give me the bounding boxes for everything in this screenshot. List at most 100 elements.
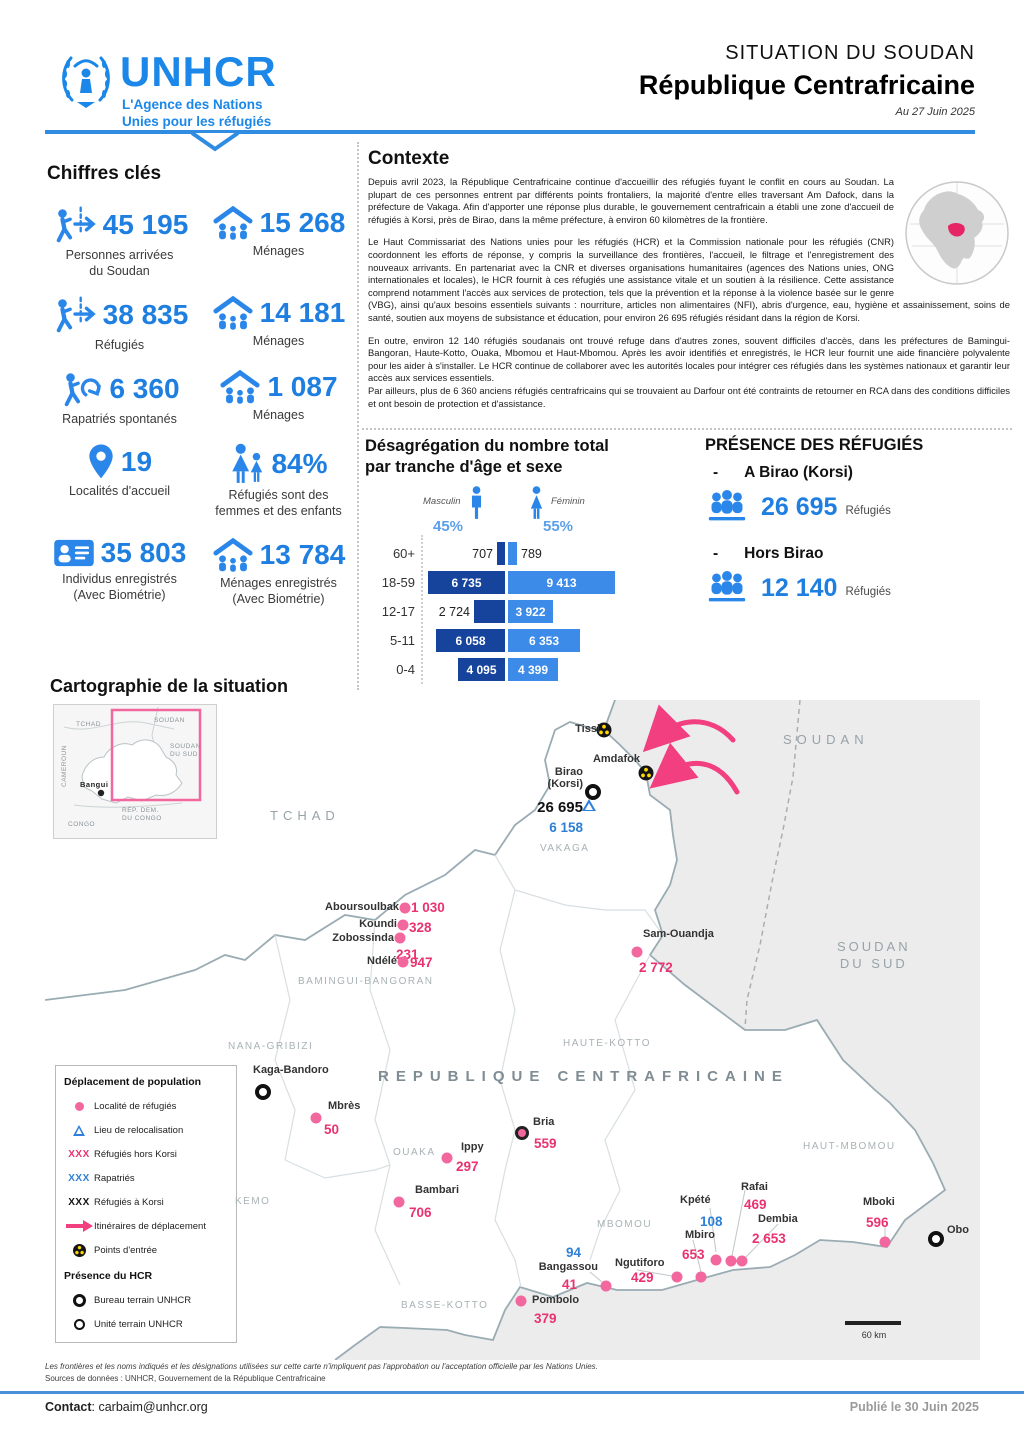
figure-localities: 19 Localités d'accueil	[40, 443, 199, 519]
legend-item: XXX Rapatriés	[64, 1166, 228, 1190]
region-label-kemo: KEMO	[235, 1196, 271, 1207]
inset-label-tchad: TCHAD	[76, 721, 101, 728]
locality-marker-ippy	[441, 1152, 453, 1164]
inset-label-soudan: SOUDAN	[154, 717, 185, 724]
site-label-amdafok: Amdafok	[592, 753, 640, 765]
presence-title: PRÉSENCE DES RÉFUGIÉS	[705, 436, 924, 454]
figure-arrivals: 45 195 Personnes arrivées du Soudan	[40, 205, 199, 279]
male-icon	[469, 486, 484, 525]
inset-label-bangui: Bangui	[80, 780, 109, 789]
site-label-zobossinda: Zobossinda	[332, 932, 394, 944]
region-label-vakaga: VAKAGA	[540, 843, 590, 854]
site-label-koundi: Koundi	[359, 918, 397, 930]
site-label-birao-korsi-: Birao (Korsi)	[547, 766, 583, 790]
xxx-blue-icon: XXX	[68, 1172, 90, 1184]
age-sex-chart: Désagrégation du nombre total par tranch…	[365, 436, 705, 684]
site-label-mbr-s: Mbrès	[328, 1100, 361, 1112]
legend-title-displacement: Déplacement de population	[64, 1076, 202, 1088]
site-label-obo: Obo	[947, 1224, 969, 1236]
location-pin-icon	[87, 443, 115, 481]
report-title: République Centrafricaine	[638, 70, 975, 100]
map-sources: Sources de données : UNHCR, Gouvernement…	[45, 1374, 326, 1383]
person-arriving-icon	[51, 295, 97, 335]
female-icon	[529, 486, 544, 525]
figure-households-2-value: 14 181	[259, 297, 346, 328]
figure-refugees-label: Réfugiés	[94, 338, 145, 352]
legend-label: Points d'entrée	[94, 1244, 158, 1256]
context-section: Contexte Depuis avril 2023, la Républiqu…	[368, 148, 1010, 420]
bureau-marker-birao-korsi-	[585, 784, 601, 800]
presence-entry-hors-birao-unit: Réfugiés	[845, 585, 891, 598]
people-group-icon	[705, 569, 749, 608]
chart-row-60+: 60+ 707 789	[365, 539, 705, 568]
legend-item: XXX Réfugiés hors Korsi	[64, 1142, 228, 1166]
inset-map: TCHAD SOUDAN SOUDAN DU SUD CAMEROUN Bangui RÉ…	[53, 704, 217, 839]
presence-entry-birao-value: 26 695	[761, 493, 838, 521]
figure-refugees-value: 38 835	[102, 299, 189, 330]
map-section-title: Cartographie de la situation	[50, 676, 289, 696]
figure-localities-label: Localités d'accueil	[68, 484, 171, 498]
site-label-mboki: Mboki	[863, 1196, 895, 1208]
refugee-presence-section: PRÉSENCE DES RÉFUGIÉS - A Birao (Korsi) 2…	[705, 436, 1020, 608]
locality-marker-sam-ouandja	[631, 946, 643, 958]
entry-point-icon	[72, 1243, 86, 1257]
chart-rows: 60+ 707 789 18-59 6 735 9 413 12-17 2 724 3 922 5…	[365, 535, 705, 684]
bar-masculin-5-11: 6 058	[436, 629, 505, 652]
unhcr-logo-tagline: L'Agence des Nations Unies pour les réfu…	[122, 97, 272, 129]
figure-individuals-registered-value: 35 803	[100, 537, 187, 568]
site-value-pombolo-0: 379	[534, 1311, 557, 1326]
person-arriving-icon	[51, 205, 97, 245]
woman-child-icon	[229, 443, 265, 485]
legend-label: Localité de réfugiés	[94, 1100, 177, 1112]
presence-entry-hors-birao-label: Hors Birao	[744, 545, 824, 562]
household-icon	[212, 205, 254, 241]
chart-title: Désagrégation du nombre total par tranch…	[365, 437, 609, 476]
bureau-marker-obo	[928, 1231, 944, 1247]
person-returning-icon	[59, 369, 103, 409]
figure-returnees: 6 360 Rapatriés spontanés	[40, 369, 199, 427]
report-kicker: SITUATION DU SOUDAN	[725, 42, 975, 64]
header-rule	[45, 130, 975, 134]
site-label-mbiro: Mbiro	[685, 1229, 715, 1241]
figure-households-registered: 13 784 Ménages enregistrés (Avec Biométr…	[199, 537, 358, 607]
bar-féminin-0-4: 4 399	[508, 658, 558, 681]
chart-row-0-4: 0-4 4 095 4 399	[365, 655, 705, 684]
chart-row-12-17: 12-17 2 724 3 922	[365, 597, 705, 626]
locality-marker-rafai	[725, 1255, 737, 1267]
locality-marker-mbr-s	[310, 1112, 322, 1124]
inset-label-r-p-dem-du-congo: RÉP. DEM. DU CONGO	[122, 807, 162, 822]
site-label-rafai: Rafai	[741, 1181, 768, 1193]
site-label-kp-t-: Kpété	[680, 1194, 711, 1206]
figure-households-1-label: Ménages	[252, 244, 305, 258]
key-figures-title: Chiffres clés	[47, 163, 162, 184]
country-label-tchad: TCHAD	[270, 808, 340, 823]
inset-label-cameroun: CAMEROUN	[61, 745, 68, 787]
footer-rule	[0, 1391, 1024, 1394]
site-label-tissi: Tissi	[575, 723, 600, 735]
legend-label: Réfugiés hors Korsi	[94, 1148, 177, 1160]
region-label-haut-mbomou: HAUT-MBOMOU	[803, 1141, 896, 1152]
route-arrow-icon	[64, 1220, 94, 1232]
legend-item: Bureau terrain UNHCR	[64, 1288, 228, 1312]
context-paragraph-1: Depuis avril 2023, la République Centraf…	[368, 176, 894, 225]
section-separator	[362, 428, 1012, 430]
locality-marker-zobossinda	[394, 932, 406, 944]
scale-bar-label: 60 km	[861, 1330, 887, 1340]
legend-title-presence: Présence du HCR	[64, 1270, 153, 1282]
legend-item: Localité de réfugiés	[64, 1094, 228, 1118]
figure-individuals-registered: 35 803 Individus enregistrés (Avec Biomé…	[40, 537, 199, 607]
legend-label: Réfugiés à Korsi	[94, 1196, 164, 1208]
figure-returnees-value: 6 360	[109, 373, 180, 404]
region-label-haute-kotto: HAUTE-KOTTO	[563, 1038, 651, 1049]
unhcr-logo-text: UNHCR	[120, 48, 277, 95]
bar-féminin-12-17: 3 922	[508, 600, 553, 623]
age-label: 5-11	[389, 633, 415, 648]
site-label-bambari: Bambari	[415, 1184, 460, 1196]
household-icon	[219, 369, 261, 405]
presence-entry-hors-birao: - Hors Birao 12 140 Réfugiés	[705, 545, 1020, 608]
figure-households-1: 15 268 Ménages	[199, 205, 358, 279]
header-rule-notch	[190, 131, 240, 158]
site-label-pombolo: Pombolo	[532, 1294, 580, 1306]
figure-households-2-label: Ménages	[252, 334, 305, 348]
